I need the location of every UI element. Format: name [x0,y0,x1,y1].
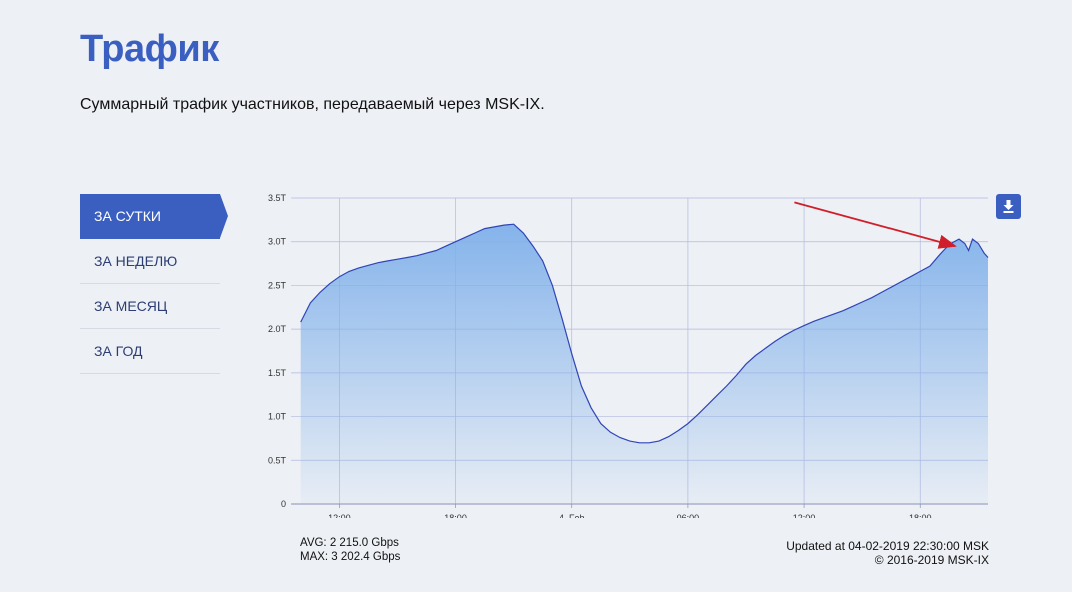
traffic-chart: 0 0.5T 1.0T 1.5T 2.0T 2.5T 3.0T 3.5T 12:00 18:00 4… [250,188,1000,523]
y-tick-label: 2.0T [268,324,287,334]
page-title: Трафик [80,28,219,70]
y-tick-label: 1.0T [268,412,287,422]
traffic-area [300,224,988,504]
y-tick-label: 0 [281,499,286,509]
copyright: © 2016-2019 MSK-IX [874,553,989,567]
max-stat: MAX: 3 202.4 Gbps [300,551,401,563]
page-subtitle: Суммарный трафик участников, передаваемы… [80,96,545,113]
updated-timestamp: Updated at 04-02-2019 22:30:00 MSK [786,539,989,553]
nav-item-day[interactable]: ЗА СУТКИ [80,194,228,239]
traffic-stats: AVG: 2 215.0 Gbps MAX: 3 202.4 Gbps [300,536,400,564]
annotation-arrow [794,201,957,249]
x-tick-label: 18:00 [444,513,467,518]
update-info: Updated at 04-02-2019 22:30:00 MSK © 201… [786,539,989,567]
x-tick-label: 06:00 [677,513,700,518]
y-tick-label: 0.5T [268,455,287,465]
x-tick-label: 12:00 [328,513,351,518]
x-tick-label: 18:00 [909,513,932,518]
download-icon [1003,200,1014,213]
nav-item-week[interactable]: ЗА НЕДЕЛЮ [80,239,220,284]
y-tick-label: 2.5T [268,280,287,290]
nav-item-month[interactable]: ЗА МЕСЯЦ [80,284,220,329]
traffic-line [300,223,989,444]
x-tick-label: 12:00 [793,513,816,518]
y-tick-label: 3.5T [268,193,287,203]
x-tick-label: 4. Feb [559,513,585,518]
avg-stat: AVG: 2 215.0 Gbps [300,537,399,549]
y-tick-label: 3.0T [268,237,287,247]
download-button[interactable] [996,194,1021,219]
traffic-chart-svg: 0 0.5T 1.0T 1.5T 2.0T 2.5T 3.0T 3.5T 12:00 18:00 4… [268,193,989,523]
period-nav: ЗА СУТКИ ЗА НЕДЕЛЮ ЗА МЕСЯЦ ЗА ГОД [80,194,228,374]
y-tick-label: 1.5T [268,368,287,378]
nav-item-year[interactable]: ЗА ГОД [80,329,220,374]
